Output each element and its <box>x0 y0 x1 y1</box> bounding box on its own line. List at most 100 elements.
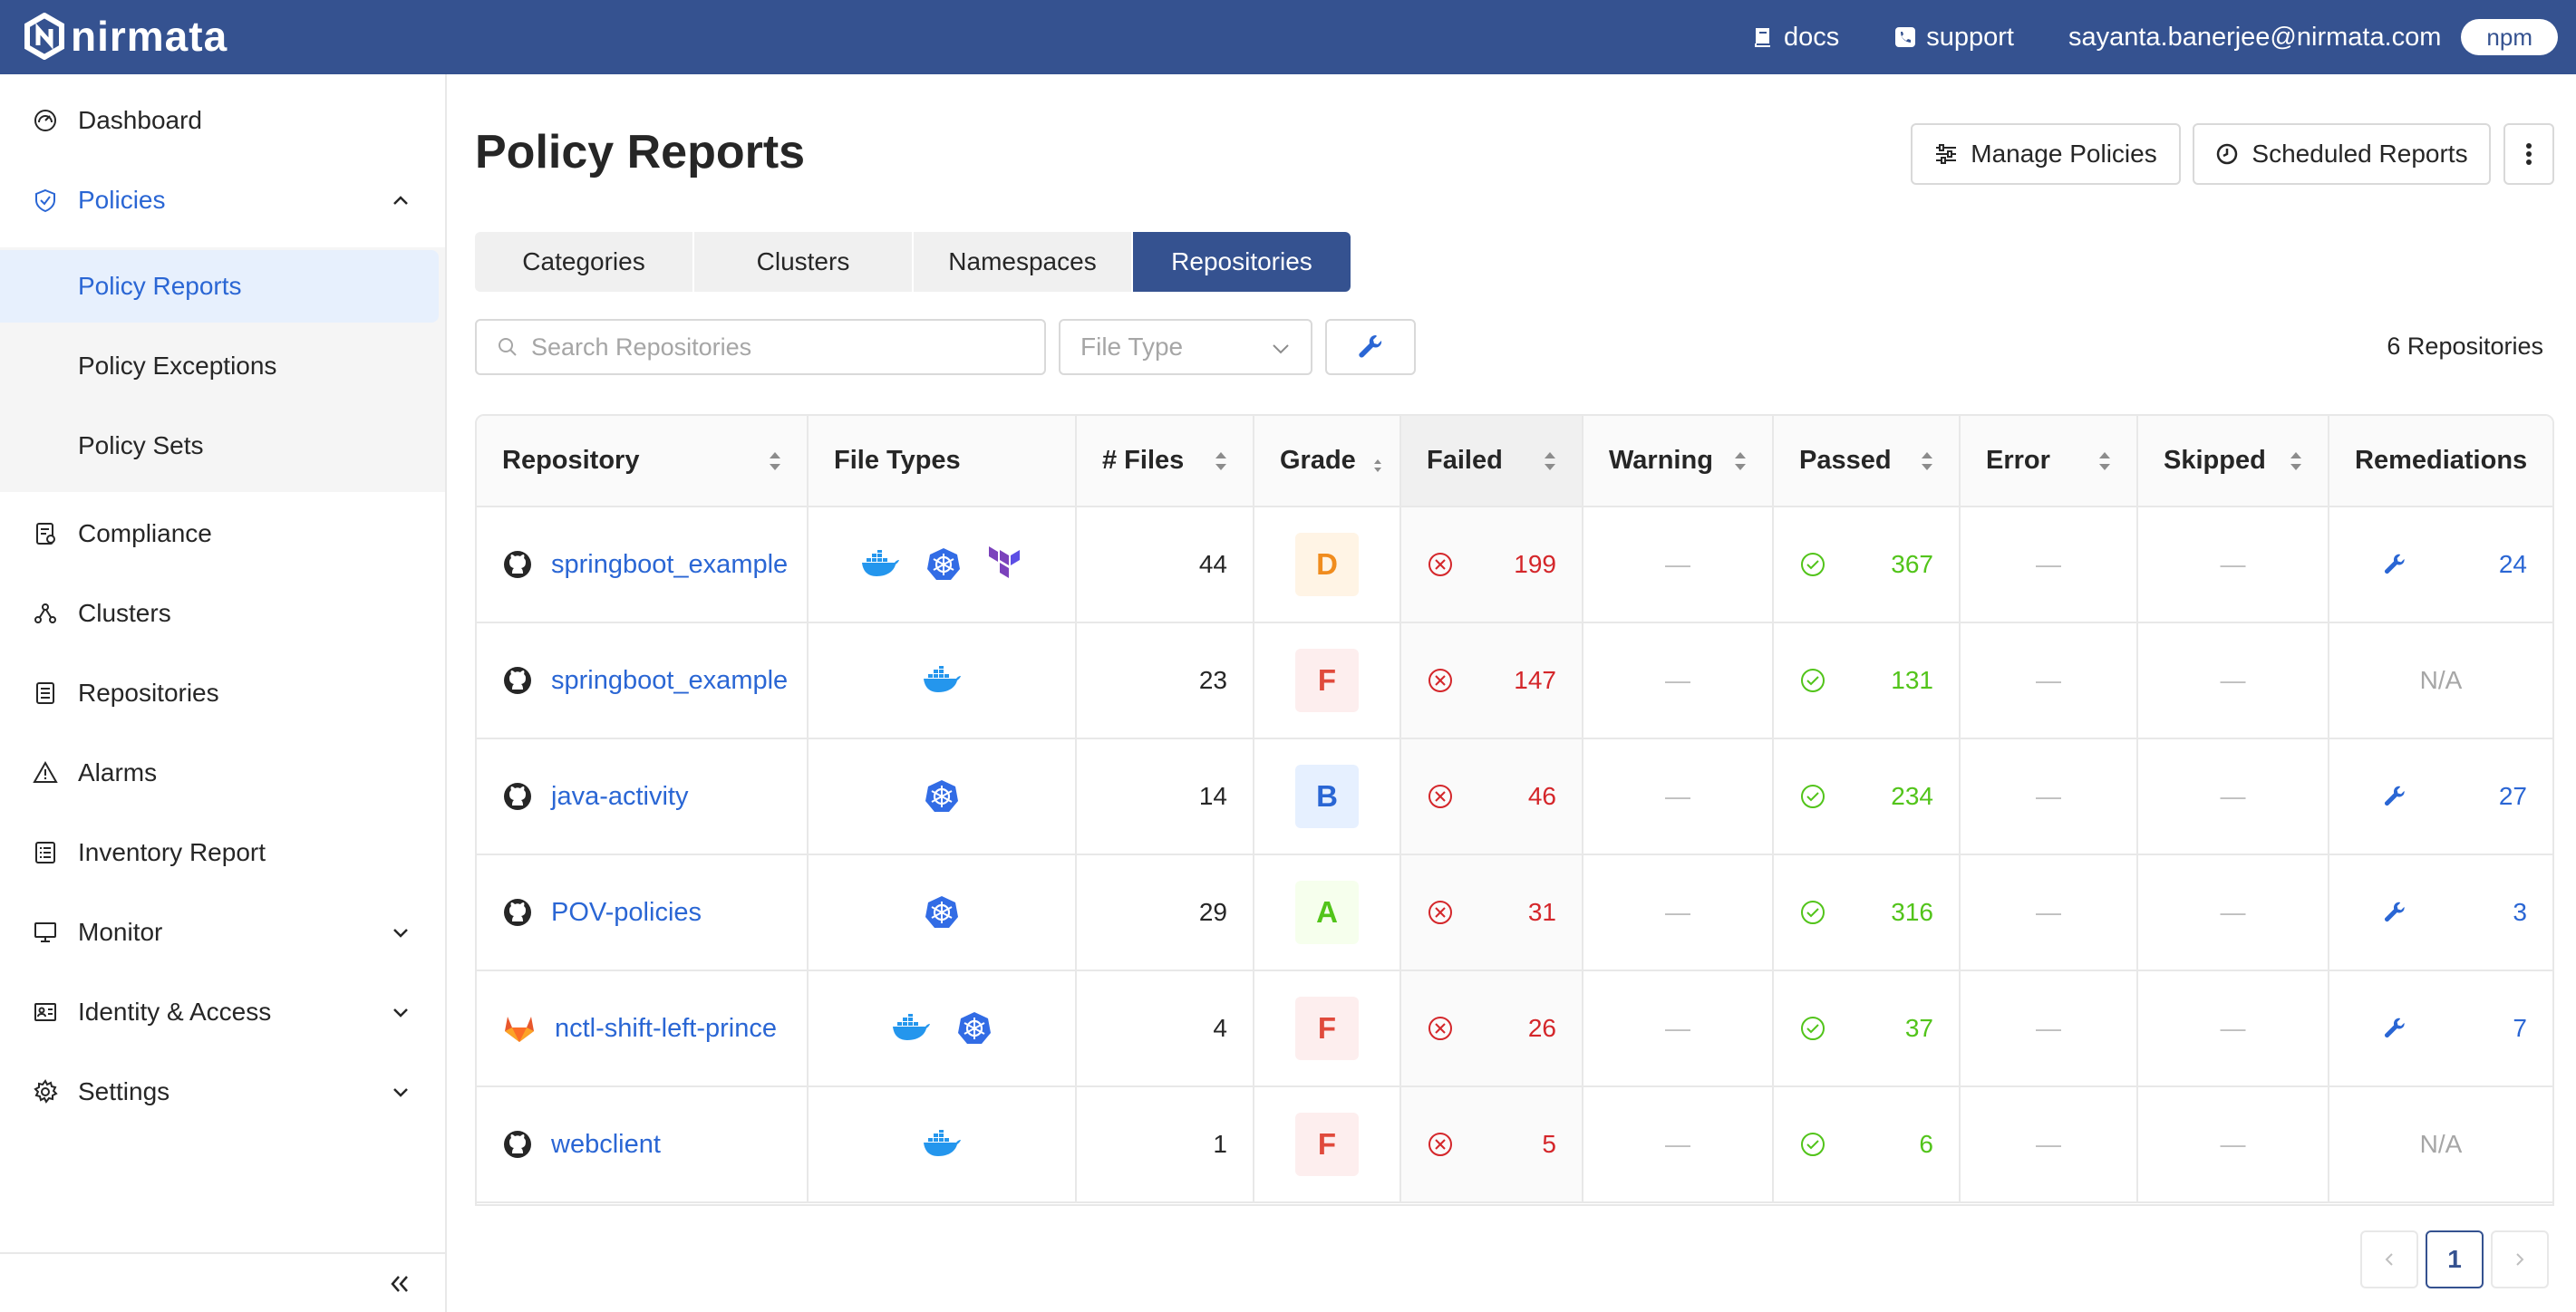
scheduled-reports-button[interactable]: Scheduled Reports <box>2193 123 2491 185</box>
failed-count: 147 <box>1514 666 1556 694</box>
passed-cell[interactable]: 316 <box>1773 854 1961 971</box>
tab-namespaces[interactable]: Namespaces <box>914 232 1131 292</box>
remediations-link[interactable]: 7 <box>2355 1014 2527 1043</box>
failed-cell[interactable]: 26 <box>1400 970 1583 1087</box>
column-header[interactable]: Passed <box>1773 416 1961 507</box>
tab-clusters[interactable]: Clusters <box>694 232 912 292</box>
tab-categories[interactable]: Categories <box>475 232 692 292</box>
failed-cell[interactable]: 5 <box>1400 1086 1583 1203</box>
sidebar-subitem-policy-exceptions[interactable]: Policy Exceptions <box>0 330 439 402</box>
sidebar-item-monitor[interactable]: Monitor <box>0 896 445 969</box>
repository-link[interactable]: java-activity <box>551 781 689 811</box>
remediations-link[interactable]: 3 <box>2355 898 2527 927</box>
column-header[interactable]: Skipped <box>2137 416 2329 507</box>
failed-count: 31 <box>1527 898 1556 926</box>
sidebar-item-policies[interactable]: Policies <box>0 164 445 236</box>
sidebar-item-identity-access[interactable]: Identity & Access <box>0 976 445 1048</box>
sidebar-item-label: Policies <box>78 186 166 214</box>
sort-icon[interactable] <box>2288 449 2304 474</box>
user-menu[interactable]: sayanta.banerjee@nirmata.com <box>2068 22 2442 52</box>
table-row[interactable]: java-activity 14 B 46 — 234 — — 27 <box>477 738 2552 855</box>
sort-icon[interactable] <box>1372 457 1383 475</box>
failed-cell[interactable]: 199 <box>1400 506 1583 623</box>
sidebar-item-inventory-report[interactable]: Inventory Report <box>0 816 445 889</box>
file-type-select[interactable]: File Type <box>1059 319 1312 375</box>
skipped-count: — <box>2220 1130 2246 1158</box>
column-header[interactable]: # Files <box>1076 416 1254 507</box>
column-header[interactable]: Error <box>1960 416 2138 507</box>
table-row[interactable]: springboot_example 23 F 147 — 131 — — N/A <box>477 622 2552 739</box>
table-row[interactable]: springboot_example 44 D 199 — 367 — — 24 <box>477 506 2552 623</box>
nirmata-logo[interactable]: nirmata <box>24 11 228 62</box>
passed-cell[interactable]: 37 <box>1773 970 1961 1087</box>
skipped-count: — <box>2220 550 2246 578</box>
repository-link[interactable]: springboot_example <box>551 549 789 579</box>
sidebar-item-label: Policy Sets <box>78 431 204 459</box>
skipped-count: — <box>2220 898 2246 926</box>
sidebar-item-compliance[interactable]: Compliance <box>0 497 445 570</box>
dashboard-icon <box>34 110 56 131</box>
warning-count: — <box>1665 1014 1690 1042</box>
files-count: 44 <box>1076 506 1254 623</box>
sidebar-item-repositories[interactable]: Repositories <box>0 657 445 729</box>
table-row[interactable]: POV-policies 29 A 31 — 316 — — 3 <box>477 854 2552 971</box>
page-number-button[interactable]: 1 <box>2426 1230 2484 1288</box>
failed-cell[interactable]: 31 <box>1400 854 1583 971</box>
failed-cell[interactable]: 46 <box>1400 738 1583 855</box>
sidebar-subitem-policy-reports[interactable]: Policy Reports <box>0 250 439 323</box>
next-page-button[interactable] <box>2491 1230 2549 1288</box>
sort-icon[interactable] <box>767 449 783 474</box>
sidebar-item-alarms[interactable]: Alarms <box>0 737 445 809</box>
repository-link[interactable]: POV-policies <box>551 897 702 927</box>
tab-repositories[interactable]: Repositories <box>1133 232 1351 292</box>
remediations-count: 7 <box>2513 1014 2527 1042</box>
sort-icon[interactable] <box>1542 449 1558 474</box>
passed-cell[interactable]: 367 <box>1773 506 1961 623</box>
repository-link[interactable]: springboot_example <box>551 665 789 695</box>
sort-icon[interactable] <box>1732 449 1748 474</box>
sidebar-item-settings[interactable]: Settings <box>0 1056 445 1128</box>
failed-cell[interactable]: 147 <box>1400 622 1583 739</box>
clock-icon <box>2217 143 2238 165</box>
monitor-icon <box>34 922 56 942</box>
kubernetes-icon <box>927 548 960 580</box>
remediations-link[interactable]: 24 <box>2355 550 2527 579</box>
manage-policies-button[interactable]: Manage Policies <box>1911 123 2181 185</box>
grade-cell: F <box>1254 622 1401 739</box>
column-header[interactable]: Failed <box>1400 416 1583 507</box>
more-options-button[interactable] <box>2503 123 2554 185</box>
tenant-badge[interactable]: npm <box>2461 19 2558 55</box>
sidebar-subitem-policy-sets[interactable]: Policy Sets <box>0 410 439 482</box>
sort-icon[interactable] <box>1919 449 1935 474</box>
column-header-label: Failed <box>1427 446 1503 475</box>
column-header[interactable]: Grade <box>1254 416 1401 507</box>
error-cell: — <box>1960 970 2138 1087</box>
passed-cell[interactable]: 234 <box>1773 738 1961 855</box>
skipped-cell: — <box>2137 738 2329 855</box>
file-type-placeholder: File Type <box>1080 333 1184 361</box>
remediations-link[interactable]: 27 <box>2355 782 2527 811</box>
sort-icon[interactable] <box>1213 449 1229 474</box>
sidebar-item-dashboard[interactable]: Dashboard <box>0 84 445 157</box>
passed-cell[interactable]: 131 <box>1773 622 1961 739</box>
docs-link[interactable]: docs <box>1751 23 1839 53</box>
column-header[interactable]: Repository <box>477 416 809 507</box>
repository-link[interactable]: nctl-shift-left-prince <box>555 1013 777 1043</box>
prev-page-button[interactable] <box>2360 1230 2418 1288</box>
failed-circle-icon <box>1428 901 1452 924</box>
table-row[interactable]: webclient 1 F 5 — 6 — — N/A <box>477 1086 2552 1203</box>
passed-cell[interactable]: 6 <box>1773 1086 1961 1203</box>
sidebar-item-clusters[interactable]: Clusters <box>0 577 445 650</box>
column-header-label: Grade <box>1280 446 1356 475</box>
support-link[interactable]: support <box>1893 23 2014 53</box>
repository-link[interactable]: webclient <box>551 1129 661 1159</box>
skipped-cell: — <box>2137 1086 2329 1203</box>
search-input[interactable] <box>531 333 1021 362</box>
table-row[interactable]: nctl-shift-left-prince 4 F 26 — 37 — — 7 <box>477 970 2552 1087</box>
sort-icon[interactable] <box>2097 449 2113 474</box>
column-header[interactable]: Warning <box>1583 416 1774 507</box>
error-cell: — <box>1960 622 2138 739</box>
collapse-sidebar-icon[interactable] <box>386 1270 413 1298</box>
remediation-filter-button[interactable] <box>1325 319 1416 375</box>
column-header-label: # Files <box>1102 446 1185 475</box>
